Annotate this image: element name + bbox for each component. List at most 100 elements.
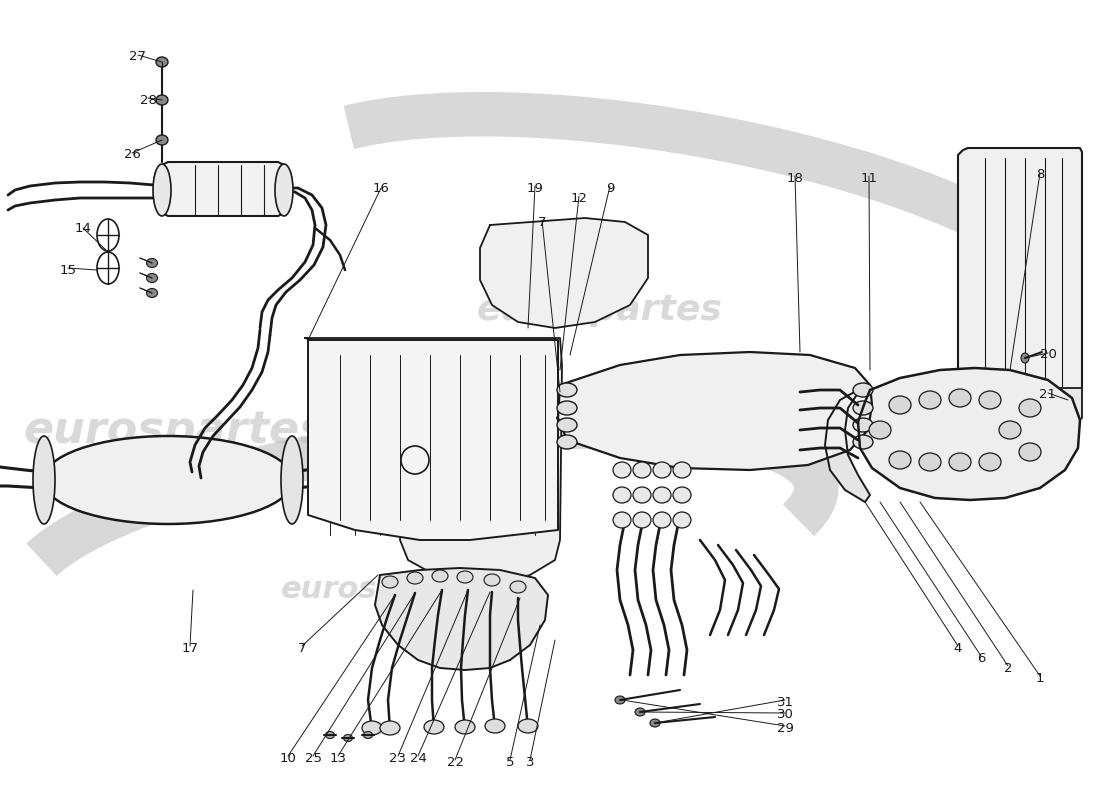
Ellipse shape xyxy=(852,418,873,432)
Text: 7: 7 xyxy=(538,215,547,229)
Ellipse shape xyxy=(484,574,500,586)
Ellipse shape xyxy=(156,95,168,105)
Text: 26: 26 xyxy=(123,149,141,162)
Ellipse shape xyxy=(613,512,631,528)
Text: 21: 21 xyxy=(1040,389,1056,402)
Ellipse shape xyxy=(382,576,398,588)
Ellipse shape xyxy=(1021,353,1028,363)
Text: 6: 6 xyxy=(977,651,986,665)
Text: eurospartes: eurospartes xyxy=(477,293,723,327)
Text: 31: 31 xyxy=(777,695,793,709)
Polygon shape xyxy=(958,388,1082,442)
Ellipse shape xyxy=(485,719,505,733)
Ellipse shape xyxy=(146,289,157,298)
Ellipse shape xyxy=(918,453,940,471)
Ellipse shape xyxy=(852,401,873,415)
Text: 15: 15 xyxy=(59,263,77,277)
Ellipse shape xyxy=(146,274,157,282)
Polygon shape xyxy=(154,162,292,216)
Text: 3: 3 xyxy=(526,755,535,769)
Ellipse shape xyxy=(557,418,578,432)
Ellipse shape xyxy=(1019,399,1041,417)
Text: eurospartes: eurospartes xyxy=(24,409,327,451)
Ellipse shape xyxy=(1019,443,1041,461)
Ellipse shape xyxy=(889,396,911,414)
Ellipse shape xyxy=(362,721,382,735)
Ellipse shape xyxy=(613,487,631,503)
Ellipse shape xyxy=(456,571,473,583)
Polygon shape xyxy=(558,352,872,470)
Ellipse shape xyxy=(918,391,940,409)
Text: 30: 30 xyxy=(777,709,793,722)
Ellipse shape xyxy=(869,421,891,439)
Polygon shape xyxy=(858,368,1080,500)
Polygon shape xyxy=(825,390,870,502)
Text: 18: 18 xyxy=(786,171,803,185)
Text: 28: 28 xyxy=(140,94,156,106)
Ellipse shape xyxy=(673,487,691,503)
Ellipse shape xyxy=(653,487,671,503)
Text: 23: 23 xyxy=(389,751,407,765)
Ellipse shape xyxy=(852,435,873,449)
Polygon shape xyxy=(480,218,648,328)
Ellipse shape xyxy=(97,252,119,284)
Ellipse shape xyxy=(156,57,168,67)
Ellipse shape xyxy=(343,734,352,742)
Text: 1: 1 xyxy=(1036,671,1044,685)
Text: 11: 11 xyxy=(860,171,878,185)
Ellipse shape xyxy=(889,451,911,469)
Ellipse shape xyxy=(379,721,400,735)
Ellipse shape xyxy=(557,435,578,449)
Ellipse shape xyxy=(613,462,631,478)
Text: 5: 5 xyxy=(506,755,515,769)
Ellipse shape xyxy=(949,389,971,407)
Ellipse shape xyxy=(632,462,651,478)
Text: 2: 2 xyxy=(1003,662,1012,674)
Text: 4: 4 xyxy=(954,642,962,654)
Text: 19: 19 xyxy=(527,182,543,194)
Ellipse shape xyxy=(653,462,671,478)
Text: 29: 29 xyxy=(777,722,793,734)
Ellipse shape xyxy=(326,731,334,738)
Ellipse shape xyxy=(852,383,873,397)
Text: 22: 22 xyxy=(447,755,463,769)
Ellipse shape xyxy=(156,135,168,145)
Ellipse shape xyxy=(455,720,475,734)
Text: 13: 13 xyxy=(330,751,346,765)
Text: 27: 27 xyxy=(130,50,146,63)
Text: 7: 7 xyxy=(298,642,306,654)
Ellipse shape xyxy=(280,436,302,524)
Ellipse shape xyxy=(43,436,293,524)
Ellipse shape xyxy=(153,164,170,216)
Text: eurospartes: eurospartes xyxy=(282,575,488,605)
Text: 25: 25 xyxy=(305,751,321,765)
Text: 10: 10 xyxy=(279,751,296,765)
Ellipse shape xyxy=(33,436,55,524)
Ellipse shape xyxy=(146,258,157,267)
Ellipse shape xyxy=(632,487,651,503)
Ellipse shape xyxy=(673,512,691,528)
Ellipse shape xyxy=(979,453,1001,471)
Ellipse shape xyxy=(424,720,444,734)
Ellipse shape xyxy=(510,581,526,593)
Ellipse shape xyxy=(632,512,651,528)
Ellipse shape xyxy=(557,401,578,415)
Text: 9: 9 xyxy=(606,182,614,194)
Polygon shape xyxy=(305,338,562,582)
Text: 17: 17 xyxy=(182,642,198,654)
Ellipse shape xyxy=(949,453,971,471)
Ellipse shape xyxy=(275,164,293,216)
Ellipse shape xyxy=(635,708,645,716)
Ellipse shape xyxy=(979,391,1001,409)
Ellipse shape xyxy=(363,731,373,738)
Ellipse shape xyxy=(518,719,538,733)
Polygon shape xyxy=(375,568,548,670)
Ellipse shape xyxy=(673,462,691,478)
Ellipse shape xyxy=(407,572,424,584)
Polygon shape xyxy=(958,148,1082,400)
Ellipse shape xyxy=(999,421,1021,439)
Text: 8: 8 xyxy=(1036,169,1044,182)
Ellipse shape xyxy=(615,696,625,704)
Text: 16: 16 xyxy=(373,182,389,194)
Text: 24: 24 xyxy=(409,751,427,765)
